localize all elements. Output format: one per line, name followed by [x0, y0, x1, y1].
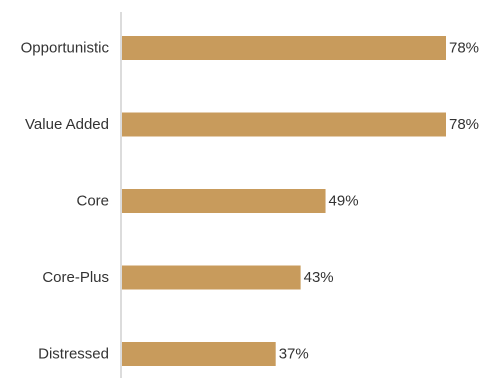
- bar-distressed: [122, 342, 276, 366]
- bar-opportunistic: [122, 36, 446, 60]
- value-label-distressed: 37%: [279, 346, 309, 363]
- value-label-core: 49%: [329, 193, 359, 210]
- bar-core: [122, 189, 326, 213]
- value-label-opportunistic: 78%: [449, 40, 479, 57]
- value-labels-group: 78% 78% 49% 43% 37%: [279, 40, 479, 363]
- category-label-core-plus: Core-Plus: [42, 269, 109, 286]
- category-label-value-added: Value Added: [25, 116, 109, 133]
- category-label-core: Core: [76, 193, 109, 210]
- category-labels-group: Opportunistic Value Added Core Core-Plus Dis…: [21, 40, 110, 363]
- bar-value-added: [122, 112, 446, 137]
- bars-group: [122, 36, 446, 366]
- category-label-opportunistic: Opportunistic: [21, 40, 110, 57]
- value-label-core-plus: 43%: [304, 269, 334, 286]
- category-label-distressed: Distressed: [38, 346, 109, 363]
- bar-core-plus: [122, 265, 301, 290]
- value-label-value-added: 78%: [449, 116, 479, 133]
